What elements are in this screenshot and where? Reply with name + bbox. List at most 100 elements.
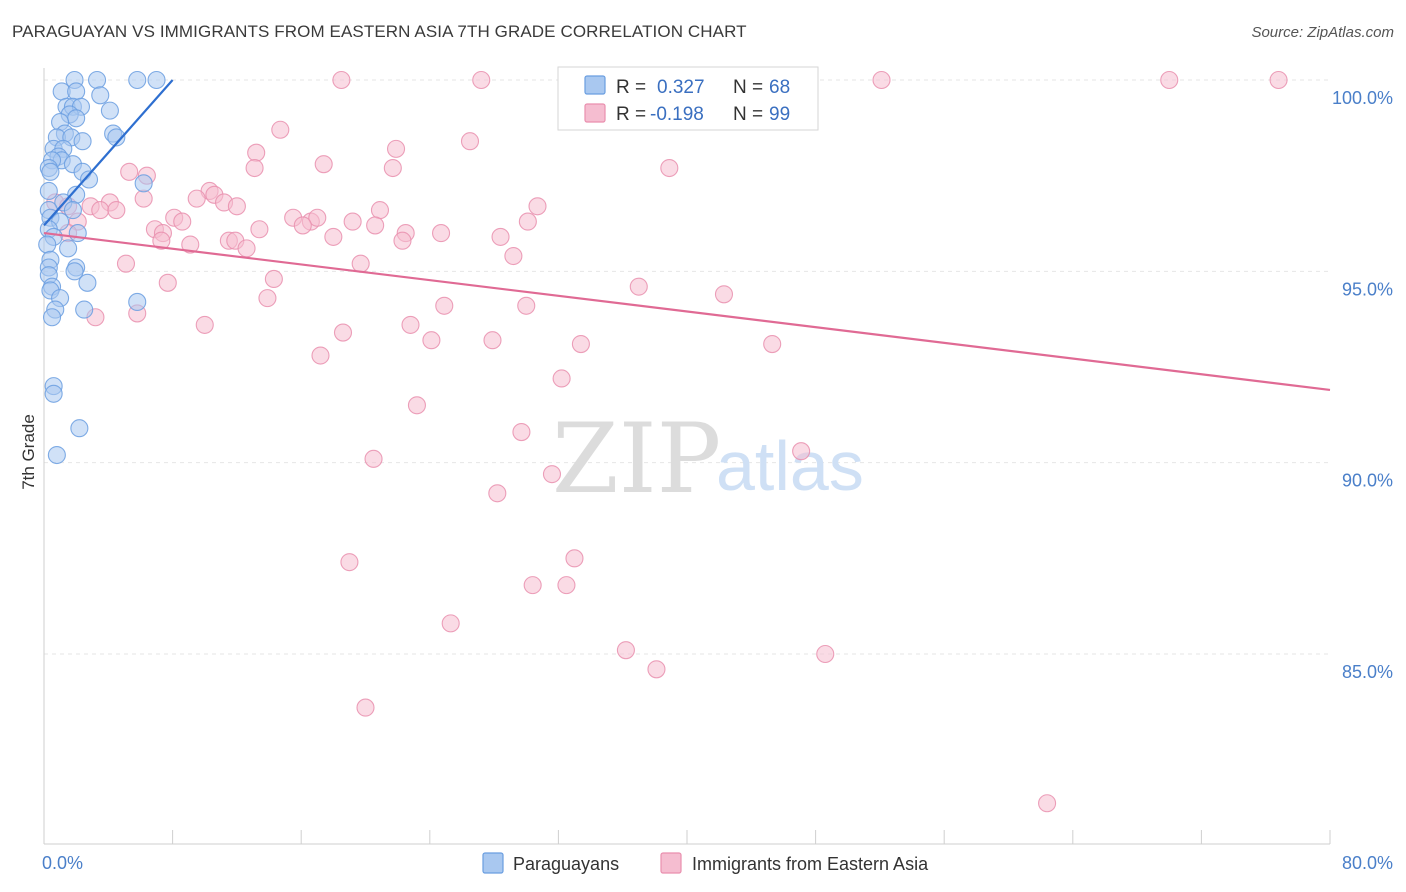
point-eastern-asia bbox=[237, 239, 256, 258]
x-tick-labels: 0.0% 80.0% bbox=[42, 853, 1393, 873]
point-paraguayans bbox=[100, 101, 119, 120]
x-tick-label: 80.0% bbox=[1342, 853, 1393, 873]
point-paraguayans bbox=[79, 170, 99, 189]
point-eastern-asia bbox=[528, 197, 547, 216]
point-eastern-asia bbox=[120, 162, 139, 181]
point-eastern-asia bbox=[152, 231, 171, 250]
correlation-legend: R = 0.327 N = 68 R = -0.198 N = 99 bbox=[557, 66, 819, 131]
point-paraguayans bbox=[47, 445, 66, 465]
point-eastern-asia bbox=[311, 346, 330, 365]
point-eastern-asia bbox=[308, 208, 327, 227]
trend-line-eastern-asia bbox=[43, 231, 1331, 392]
point-paraguayans bbox=[134, 174, 153, 193]
point-eastern-asia bbox=[407, 396, 426, 415]
point-eastern-asia bbox=[247, 143, 266, 162]
point-eastern-asia bbox=[250, 220, 269, 239]
legend-n-label-2: N = bbox=[733, 104, 763, 125]
point-eastern-asia bbox=[1038, 794, 1057, 813]
point-eastern-asia bbox=[512, 423, 531, 442]
point-paraguayans bbox=[65, 262, 84, 281]
point-eastern-asia bbox=[483, 331, 502, 350]
series-legend-paraguayans: Paraguayans bbox=[513, 854, 619, 874]
point-eastern-asia bbox=[1269, 70, 1288, 90]
point-eastern-asia bbox=[542, 465, 562, 484]
point-eastern-asia bbox=[557, 576, 576, 595]
point-eastern-asia bbox=[488, 484, 507, 503]
point-eastern-asia bbox=[364, 449, 383, 468]
x-tick-label: 0.0% bbox=[42, 853, 83, 873]
point-eastern-asia bbox=[1160, 70, 1179, 90]
legend-n-label-1: N = bbox=[733, 77, 763, 98]
point-eastern-asia bbox=[187, 189, 206, 208]
point-eastern-asia bbox=[872, 70, 891, 90]
point-paraguayans bbox=[42, 308, 62, 327]
point-eastern-asia bbox=[393, 231, 412, 250]
point-eastern-asia bbox=[158, 273, 177, 292]
point-eastern-asia bbox=[763, 334, 782, 354]
legend-swatch-blue bbox=[584, 75, 606, 95]
point-eastern-asia bbox=[314, 155, 333, 174]
y-axis-title: 7th Grade bbox=[19, 414, 38, 490]
point-eastern-asia bbox=[324, 227, 343, 246]
point-paraguayans bbox=[67, 109, 86, 128]
point-eastern-asia bbox=[195, 315, 214, 334]
y-tick-label: 95.0% bbox=[1342, 279, 1393, 299]
point-eastern-asia bbox=[629, 277, 648, 296]
legend-r-label-2: R = bbox=[616, 104, 646, 125]
point-eastern-asia bbox=[245, 158, 264, 178]
legend-r-value-1: 0.327 bbox=[657, 77, 705, 98]
point-paraguayans bbox=[147, 70, 166, 90]
point-paraguayans bbox=[67, 82, 86, 101]
point-eastern-asia bbox=[504, 246, 523, 266]
legend-n-value-2: 99 bbox=[769, 104, 790, 125]
source-label: Source: ZipAtlas.com bbox=[1251, 24, 1394, 41]
point-eastern-asia bbox=[134, 189, 153, 208]
point-eastern-asia bbox=[333, 323, 353, 342]
point-eastern-asia bbox=[332, 70, 351, 90]
point-paraguayans bbox=[128, 292, 147, 311]
watermark-zip: ZIP bbox=[552, 403, 721, 515]
point-eastern-asia bbox=[401, 315, 420, 334]
point-eastern-asia bbox=[422, 331, 441, 350]
point-paraguayans bbox=[87, 70, 107, 90]
point-paraguayans bbox=[38, 235, 57, 254]
point-eastern-asia bbox=[343, 212, 362, 231]
point-paraguayans bbox=[44, 384, 63, 403]
point-paraguayans bbox=[70, 419, 89, 438]
point-eastern-asia bbox=[616, 641, 635, 660]
point-eastern-asia bbox=[181, 235, 200, 254]
y-tick-label: 90.0% bbox=[1342, 471, 1393, 491]
point-eastern-asia bbox=[441, 614, 460, 633]
point-eastern-asia bbox=[356, 698, 375, 717]
point-eastern-asia bbox=[432, 224, 451, 243]
point-paraguayans bbox=[78, 273, 97, 292]
point-eastern-asia bbox=[271, 120, 290, 139]
watermark: ZIP atlas bbox=[552, 403, 864, 515]
point-eastern-asia bbox=[366, 216, 385, 235]
point-eastern-asia bbox=[340, 553, 359, 572]
trend-line-paraguayans bbox=[43, 79, 174, 227]
series-legend-eastern-asia: Immigrants from Eastern Asia bbox=[692, 854, 929, 874]
legend-r-value-2: -0.198 bbox=[650, 104, 704, 125]
point-paraguayans bbox=[128, 70, 147, 90]
point-paraguayans bbox=[91, 86, 110, 105]
point-eastern-asia bbox=[816, 644, 835, 664]
point-eastern-asia bbox=[264, 269, 283, 289]
data-points bbox=[38, 70, 1288, 813]
y-tick-label: 100.0% bbox=[1332, 88, 1393, 108]
point-paraguayans bbox=[41, 162, 60, 181]
point-eastern-asia bbox=[91, 201, 110, 220]
point-eastern-asia bbox=[571, 334, 590, 354]
point-eastern-asia bbox=[792, 442, 811, 461]
point-eastern-asia bbox=[116, 254, 136, 273]
series-legend-swatch-eastern-asia bbox=[660, 852, 682, 874]
point-eastern-asia bbox=[472, 70, 491, 90]
point-eastern-asia bbox=[552, 369, 571, 388]
y-tick-label: 85.0% bbox=[1342, 662, 1393, 682]
point-eastern-asia bbox=[517, 296, 536, 315]
point-eastern-asia bbox=[523, 576, 542, 595]
point-paraguayans bbox=[107, 128, 126, 147]
point-eastern-asia bbox=[386, 139, 406, 158]
point-eastern-asia bbox=[647, 660, 666, 679]
legend-n-value-1: 68 bbox=[769, 77, 790, 98]
